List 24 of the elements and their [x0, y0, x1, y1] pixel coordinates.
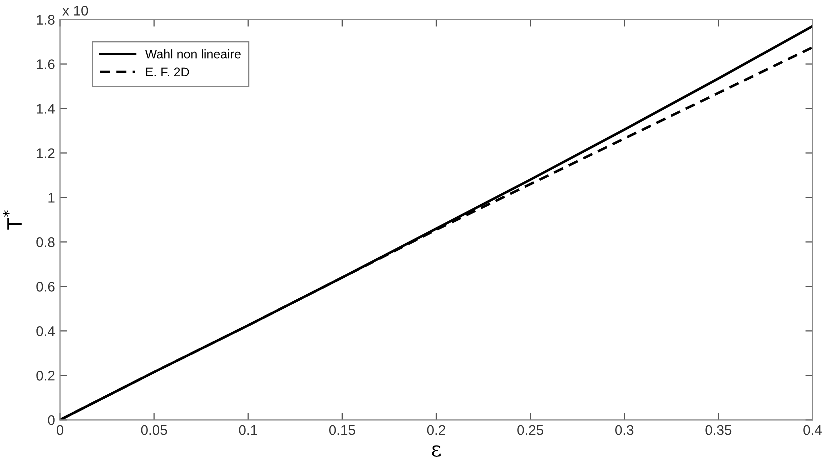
y-tick-label: 0.8	[36, 238, 55, 248]
y-tick-label: 1.8	[37, 15, 55, 25]
y-tick-label: 1	[48, 193, 55, 203]
y-tick-label: 1.2	[37, 148, 55, 158]
x-tick-label: 0.1	[239, 425, 258, 436]
text: x 10	[62, 6, 88, 16]
x-tick-label: 0.4	[804, 425, 822, 436]
y-tick-label: 1.4	[37, 104, 55, 114]
legend-label: Wahl non lineaire	[145, 50, 241, 59]
y-tick-label: 1.6	[37, 60, 55, 70]
legend-label: E. F. 2D	[146, 68, 190, 77]
x-tick-label: 0.15	[329, 425, 356, 436]
x-tick-label: 0.3	[616, 425, 634, 436]
x-tick-label: 0	[56, 425, 64, 436]
y-tick-label: 0.2	[36, 370, 55, 381]
y-tick-label: 0.6	[36, 282, 55, 292]
x-axis-title: ε	[432, 446, 441, 457]
x-tick-label: 0.2	[427, 425, 446, 436]
x-tick-label: 0.35	[706, 425, 732, 436]
y-tick-label: 0	[48, 415, 55, 426]
x-tick-label: 0.25	[518, 425, 544, 436]
y-axis-title: T$^{*}$	[3, 210, 22, 230]
x-tick-label: 0.05	[141, 425, 168, 436]
y-tick-label: 0.4	[36, 326, 55, 336]
